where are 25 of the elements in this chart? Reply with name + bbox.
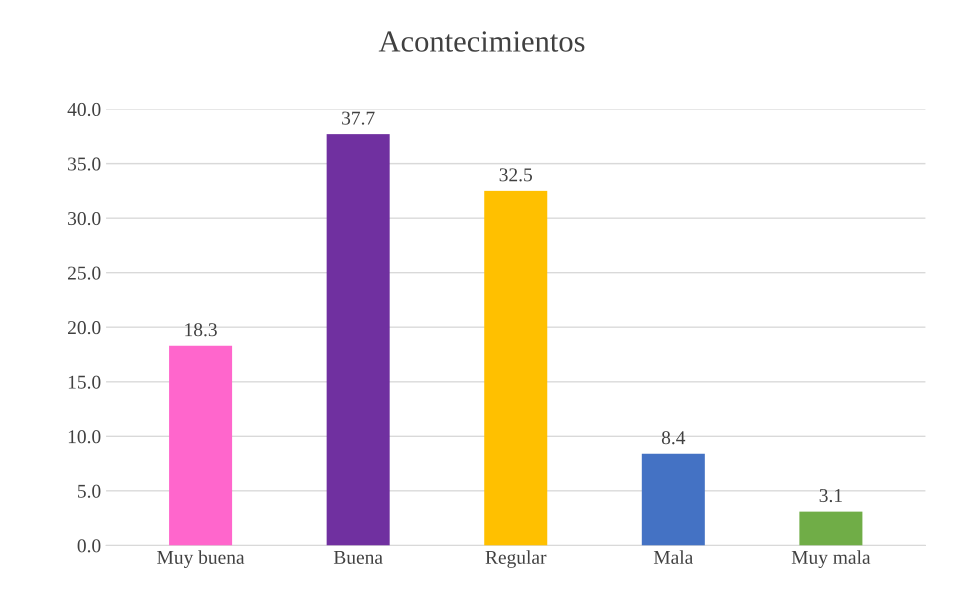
x-tick-label: Muy buena [157,550,244,568]
y-tick-label: 5.0 [78,484,100,498]
bar [326,134,390,546]
y-tick-label: 40.0 [68,102,100,116]
data-label: 3.1 [820,489,842,502]
x-tick-label: Buena [334,551,383,564]
x-tick-label: Regular [486,550,546,568]
data-label: 32.5 [500,168,532,182]
x-tick-label: Mala [654,550,694,564]
bar [642,454,705,546]
y-tick-label: 30.0 [68,212,100,226]
chart-title: Acontecimientos [378,31,584,52]
bar [799,512,862,546]
bar [484,190,548,546]
y-tick-label: 10.0 [68,430,100,444]
data-label: 37.7 [342,112,375,125]
y-tick-label: 35.0 [68,157,100,171]
data-label: 18.3 [185,323,217,336]
y-tick-label: 20.0 [68,321,100,334]
y-tick-label: 25.0 [68,266,100,280]
x-tick-label: Muy mala [792,550,870,568]
data-label: 8.4 [662,431,686,444]
bar [169,346,232,546]
y-tick-label: 15.0 [68,376,100,389]
y-tick-label: 0.0 [78,539,100,552]
